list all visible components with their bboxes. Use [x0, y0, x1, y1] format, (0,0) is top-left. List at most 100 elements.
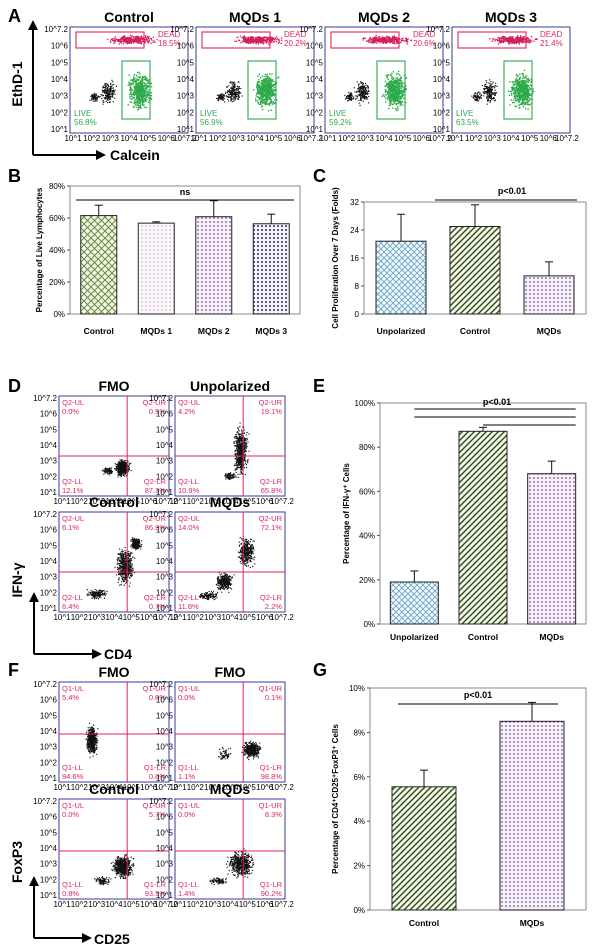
y-tick-label: 10^1	[51, 125, 69, 134]
live-gate	[247, 60, 277, 120]
y-tick-label: 10^2	[156, 588, 174, 597]
y-tick-label: 10^4	[40, 727, 58, 736]
x-tick-label: 10^6	[140, 497, 158, 506]
flow-plot-title: MQDs	[210, 494, 251, 510]
quadrant-value: 0.7%	[149, 602, 166, 611]
y-tick-label: 10^5	[433, 58, 451, 67]
category-label: MQDs	[520, 918, 545, 928]
live-gate	[376, 60, 406, 120]
y-tick-label: 10^7.2	[299, 25, 323, 34]
y-tick-label: 10^2	[177, 108, 195, 117]
flow-a-plot: MQDs 2DEAD20.6%LIVE59.2%10^110^110^210^2…	[299, 9, 452, 143]
quadrant-value: 0.5%	[149, 407, 166, 416]
quadrant-name: Q1-UR	[259, 801, 283, 810]
y-tick-label: 10^3	[51, 92, 69, 101]
y-tick-label: 10^7.2	[44, 25, 68, 34]
flow-f-x-label: CD25	[94, 931, 130, 947]
y-tick-label: 10^7.2	[33, 680, 57, 689]
y-tick-label: 60%	[359, 487, 375, 496]
flow-plot-title: FMO	[214, 664, 245, 680]
y-axis-label: Percentage of Live Lymphocytes	[35, 187, 44, 312]
x-tick-label: 10^4	[221, 613, 239, 622]
quadrant-name: Q2-UR	[259, 514, 283, 523]
quadrant-value: 2.2%	[265, 602, 282, 611]
quadrant-value: 11.8%	[178, 602, 199, 611]
dead-label: DEAD	[284, 30, 306, 39]
dead-label: DEAD	[158, 30, 180, 39]
y-tick-label: 10^2	[40, 875, 58, 884]
y-axis-label: Percentage of IFN-γ⁺ Cells	[342, 463, 351, 564]
x-tick-label: 10^6	[256, 783, 274, 792]
y-tick-label: 10^1	[306, 125, 324, 134]
y-tick-label: 10^5	[51, 58, 69, 67]
quadrant-name: Q2-LR	[144, 477, 167, 486]
quadrant-value: 72.1%	[261, 523, 283, 532]
x-tick-label: 10^5	[265, 134, 283, 143]
x-tick-label: 10^3	[204, 783, 222, 792]
flow-a-plot: MQDs 1DEAD20.2%LIVE56.9%10^110^110^210^2…	[170, 9, 323, 143]
live-label: LIVE	[74, 109, 91, 118]
x-tick-label: 10^2	[465, 134, 483, 143]
bar-chart-g: 0% 2% 4% 6% 8% 10% Percentage of CD4⁺CD25⁺FoxP…	[331, 684, 587, 928]
x-tick-label: 10^1	[53, 613, 71, 622]
category-label: Unpolarized	[390, 632, 439, 642]
x-tick-label: 10^4	[375, 134, 393, 143]
y-tick-label: 10^7.2	[149, 394, 173, 403]
x-tick-label: 10^7.2	[154, 497, 178, 506]
quadrant-name: Q2-LR	[144, 593, 167, 602]
x-tick-label: 10^3	[88, 613, 106, 622]
quadrant-name: Q1-UR	[143, 684, 167, 693]
flow-plot-title: Control	[104, 9, 154, 25]
y-tick-label: 20%	[49, 278, 65, 287]
y-tick-label: 10^2	[156, 472, 174, 481]
flow-plot-frame	[69, 26, 189, 134]
x-tick-label: 10^6	[140, 900, 158, 909]
x-tick-label: 10^5	[239, 783, 257, 792]
x-tick-label: 10^4	[221, 900, 239, 909]
y-tick-label: 10^6	[40, 696, 58, 705]
y-tick-label: 2%	[353, 862, 365, 871]
x-tick-label: 10^2	[83, 134, 101, 143]
x-tick-label: 10^2	[71, 497, 89, 506]
bar	[252, 223, 290, 315]
y-tick-label: 32	[350, 198, 359, 207]
category-label: MQDs 3	[255, 326, 287, 336]
y-tick-label: 10^1	[156, 774, 174, 783]
bar	[389, 581, 439, 625]
y-tick-label: 10^3	[156, 573, 174, 582]
y-tick-label: 10^5	[40, 828, 58, 837]
flow-plot-title: Control	[89, 494, 139, 510]
y-tick-label: 10^5	[156, 828, 174, 837]
y-tick-label: 10^3	[306, 92, 324, 101]
quadrant-value: 4.2%	[178, 407, 195, 416]
y-tick-label: 60%	[49, 214, 65, 223]
flow-plot-title: Control	[89, 781, 139, 797]
quadrant-name: Q1-UL	[178, 801, 200, 810]
y-tick-label: 10^6	[306, 42, 324, 51]
quadrant-name: Q1-LL	[62, 763, 83, 772]
y-tick-label: 10^6	[156, 410, 174, 419]
quadrant-name: Q2-LL	[62, 477, 83, 486]
flow-plot-title: MQDs 1	[229, 9, 281, 25]
dead-label: DEAD	[413, 30, 435, 39]
y-tick-label: 0%	[353, 906, 365, 915]
y-tick-label: 10^1	[156, 891, 174, 900]
x-tick-label: 10^3	[88, 900, 106, 909]
flow-f-y-label: FoxP3	[9, 841, 25, 883]
y-tick-label: 10^6	[40, 526, 58, 535]
flow-plot-title: Unpolarized	[190, 378, 270, 394]
y-tick-label: 10%	[349, 684, 365, 693]
y-tick-label: 10^4	[40, 844, 58, 853]
x-tick-label: 10^7.2	[270, 613, 294, 622]
y-tick-label: 10^4	[433, 75, 451, 84]
dead-percent: 18.5%	[158, 39, 181, 48]
x-tick-label: 10^1	[53, 783, 71, 792]
x-tick-label: 10^5	[521, 134, 539, 143]
x-tick-label: 10^6	[256, 613, 274, 622]
x-tick-label: 10^2	[187, 497, 205, 506]
x-tick-label: 10^3	[204, 613, 222, 622]
quadrant-value: 86.9%	[145, 523, 167, 532]
quadrant-name: Q2-LL	[62, 593, 83, 602]
y-tick-label: 10^3	[433, 92, 451, 101]
dead-percent: 20.2%	[284, 39, 307, 48]
